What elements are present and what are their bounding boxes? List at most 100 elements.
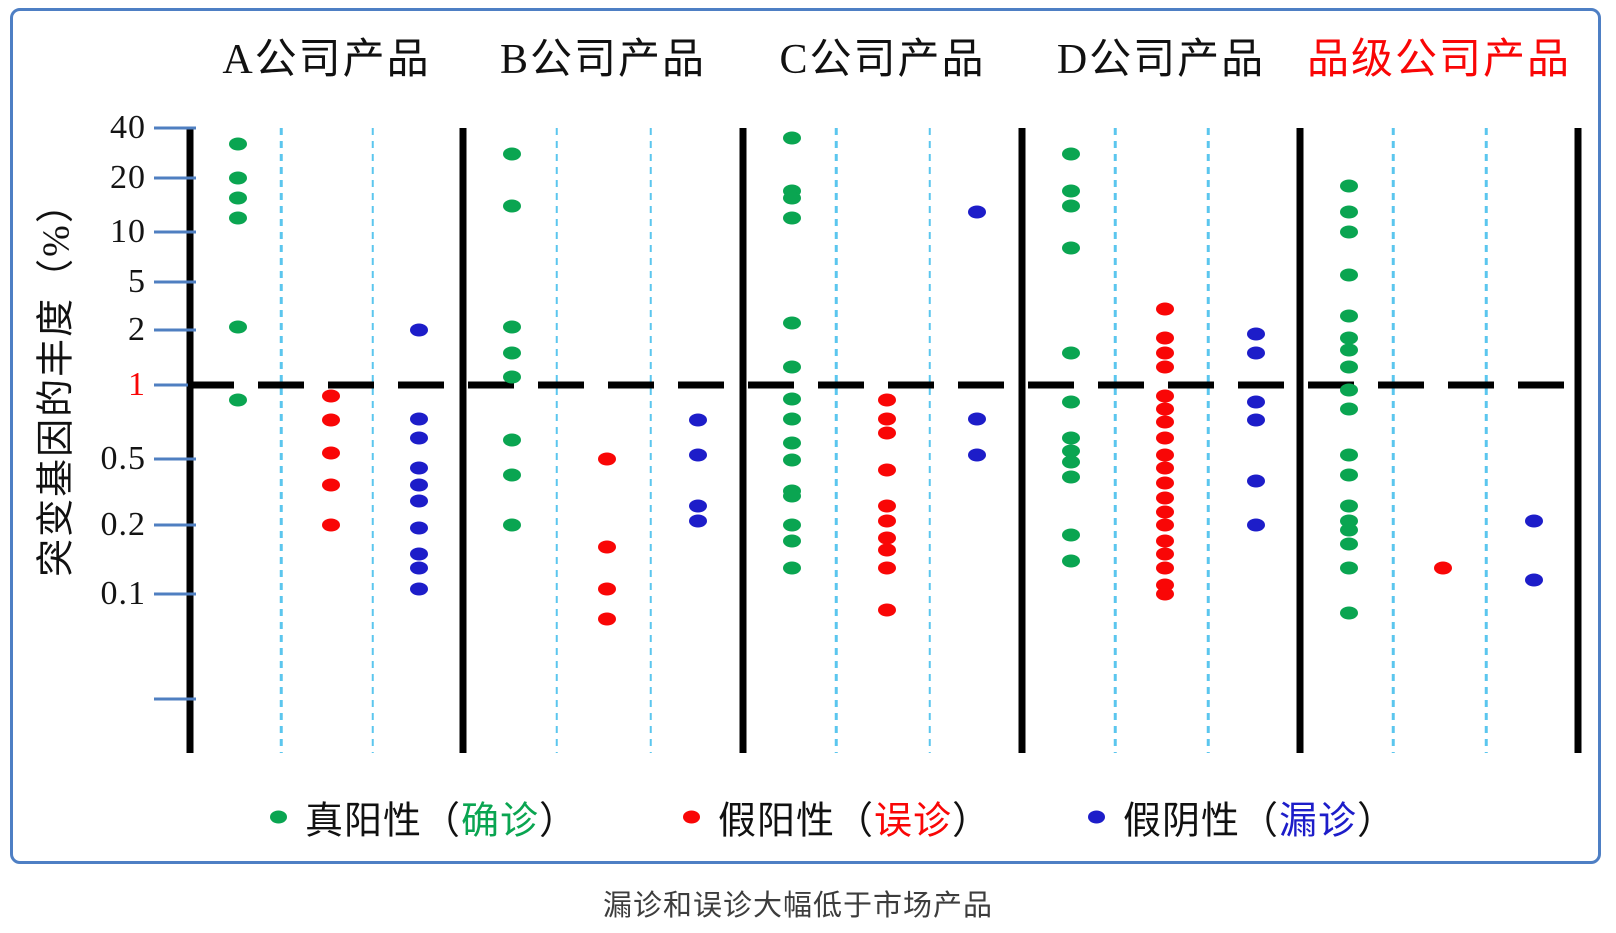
y-tick-mark (154, 230, 196, 234)
legend-swatch (1088, 810, 1105, 824)
y-tick-label: 1 (128, 366, 146, 403)
data-point-true-positive (782, 131, 801, 145)
legend-label-prefix: 假阴性（ (1123, 800, 1280, 843)
data-point-true-positive (1339, 383, 1358, 397)
data-point-true-positive (1339, 561, 1358, 575)
subcolumn-separator-line (928, 128, 932, 753)
data-point-false-positive (877, 603, 896, 617)
data-point-true-positive (1061, 395, 1080, 409)
data-point-true-positive (1061, 147, 1080, 161)
data-point-true-positive (1061, 199, 1080, 213)
y-tick-label: 2 (128, 311, 146, 348)
data-point-true-positive (503, 147, 521, 161)
data-point-false-positive (1434, 561, 1453, 575)
legend-item: 假阴性（ 漏诊） (1088, 790, 1396, 845)
data-point-true-positive (782, 392, 801, 406)
data-point-false-positive (1156, 360, 1175, 374)
group-title: C公司产品 (779, 37, 986, 83)
legend-label-highlight: 漏诊 (1279, 800, 1358, 843)
data-point-false-negative (1246, 413, 1265, 427)
subcolumn-separator-line (1485, 128, 1488, 753)
group-separator-line (459, 128, 467, 753)
data-point-true-positive (1339, 606, 1358, 620)
y-tick-label: 5 (128, 263, 146, 300)
data-point-false-negative (1246, 395, 1265, 409)
data-point-false-positive (1156, 587, 1175, 601)
data-point-false-negative (1524, 514, 1543, 528)
data-point-true-positive (1061, 554, 1080, 567)
subcolumn-separator-line (371, 128, 375, 753)
data-point-true-positive (1339, 205, 1358, 219)
data-point-false-negative (410, 494, 429, 508)
group-title: B公司产品 (499, 37, 707, 83)
legend-label-suffix: ） (952, 800, 992, 843)
data-point-true-positive (1061, 184, 1080, 198)
data-point-true-positive (1339, 268, 1358, 282)
data-point-true-positive (228, 211, 247, 225)
group-title: A公司产品 (222, 37, 431, 83)
data-point-true-positive (782, 534, 801, 548)
data-point-true-positive (503, 518, 521, 532)
subcolumn-separator-line (649, 128, 652, 753)
legend-swatch (683, 810, 700, 824)
y-tick-mark (154, 383, 196, 387)
data-point-false-positive (598, 582, 617, 596)
y-tick-label: 0.2 (100, 506, 146, 543)
data-point-true-positive (1339, 402, 1358, 416)
data-point-true-positive (503, 346, 521, 360)
data-point-false-negative (410, 431, 429, 445)
data-point-false-positive (877, 531, 896, 545)
data-point-true-positive (503, 370, 521, 384)
y-axis-line (186, 128, 194, 753)
data-point-true-positive (782, 211, 801, 225)
legend-label-prefix: 真阳性（ (305, 800, 462, 843)
data-point-false-positive (1156, 389, 1175, 403)
data-point-true-positive (503, 320, 521, 334)
data-point-true-positive (1339, 331, 1358, 345)
data-point-true-positive (1339, 468, 1358, 482)
data-point-false-negative (1246, 327, 1265, 341)
data-point-true-positive (503, 199, 521, 213)
data-point-false-negative (410, 521, 429, 535)
data-point-true-positive (1339, 360, 1358, 374)
subcolumn-separator-line (1113, 128, 1117, 753)
data-point-true-positive (1339, 523, 1358, 537)
legend-label-prefix: 假阳性（ (718, 800, 875, 843)
data-point-false-positive (598, 452, 617, 466)
legend-label-suffix: ） (539, 800, 579, 843)
legend-item: 假阳性（ 误诊） (683, 790, 991, 845)
data-point-false-positive (877, 463, 896, 477)
data-point-true-positive (1339, 225, 1358, 239)
data-point-false-positive (321, 518, 340, 532)
data-point-false-positive (1156, 302, 1175, 316)
data-point-true-positive (228, 137, 247, 151)
y-tick-label: 40 (110, 109, 146, 146)
data-point-true-positive (503, 433, 521, 447)
data-point-true-positive (782, 360, 801, 374)
legend-label-highlight: 误诊 (874, 800, 953, 843)
data-point-true-positive (1061, 241, 1080, 255)
legend-label-highlight: 确诊 (461, 800, 540, 843)
group-separator-line (739, 128, 747, 753)
subcolumn-separator-line (1391, 128, 1395, 753)
data-point-true-positive (782, 453, 801, 467)
data-point-false-positive (877, 412, 896, 426)
data-point-false-positive (321, 446, 340, 460)
group-separator-line (1018, 128, 1026, 753)
data-point-true-positive (1061, 470, 1080, 484)
data-point-false-positive (1156, 448, 1175, 462)
data-point-false-negative (410, 323, 429, 337)
data-point-false-negative (1524, 573, 1543, 587)
y-tick-mark (154, 280, 196, 284)
y-tick-mark (154, 457, 196, 461)
y-tick-label: 0.5 (100, 440, 146, 477)
data-point-true-positive (228, 393, 247, 407)
data-point-true-positive (1061, 528, 1080, 542)
data-point-false-negative (689, 499, 708, 513)
data-point-false-negative (689, 413, 708, 427)
data-point-true-positive (1061, 346, 1080, 360)
data-point-true-positive (782, 489, 801, 503)
data-point-false-positive (321, 389, 340, 403)
chart-caption: 漏诊和误诊大幅低于市场产品 (602, 890, 994, 922)
data-point-true-positive (1339, 343, 1358, 357)
